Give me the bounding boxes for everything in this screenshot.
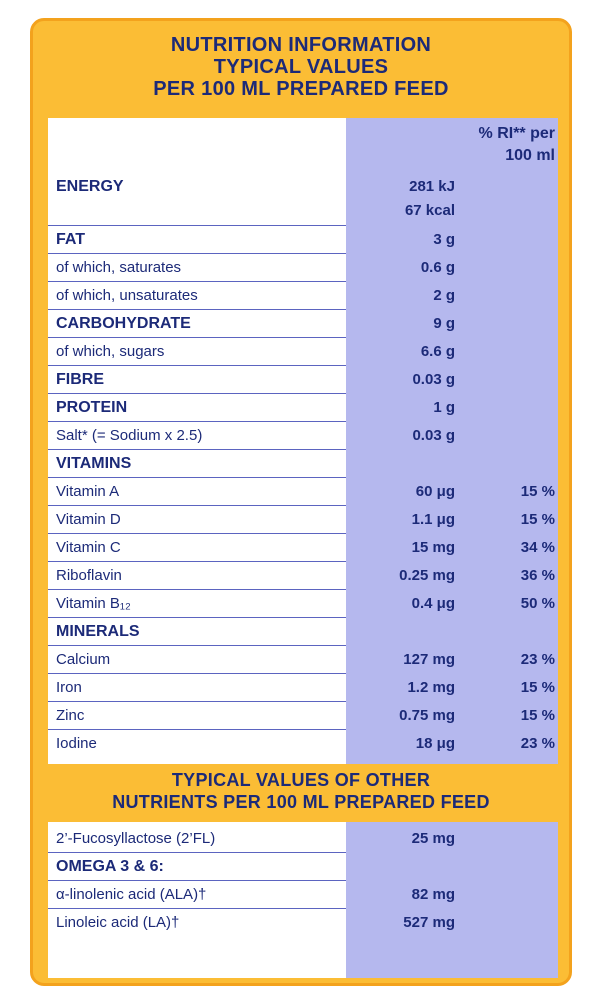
row-name: Vitamin D [56,511,121,528]
row-name: Calcium [56,651,111,668]
value-column [346,118,558,978]
row-divider [48,880,346,881]
row-amount: 1 g [433,399,455,416]
title-line: TYPICAL VALUES [213,56,389,78]
row-ri: 36 % [520,567,555,584]
row-amount: 0.6 g [420,259,455,276]
row-name: Vitamin B₁₂ [56,595,131,612]
row-amount: 9 g [433,315,455,332]
row-divider [48,365,346,366]
row-name: Linoleic acid (LA)† [56,914,180,931]
row-amount: 527 mg [403,914,455,931]
row-name: of which, sugars [56,343,165,360]
row-name: 2’-Fucosyllactose (2’FL) [56,830,216,847]
row-divider [48,253,346,254]
row-ri: 50 % [520,595,555,612]
row-ri: 23 % [520,651,555,668]
row-divider [48,393,346,394]
row-amount: 0.03 g [412,427,455,444]
row-divider [48,477,346,478]
row-name: α-linolenic acid (ALA)† [56,886,207,903]
row-name: of which, unsaturates [56,287,198,304]
row-amount: 1.1 μg [411,511,455,528]
row-divider [48,225,346,226]
row-divider [48,852,346,853]
row-name: PROTEIN [56,399,128,416]
name-column [48,118,346,978]
other-title-line: NUTRIENTS PER 100 ML PREPARED FEED [112,792,490,812]
row-divider [48,908,346,909]
other-title-line: TYPICAL VALUES OF OTHER [171,770,431,790]
row-name: VITAMINS [56,455,132,472]
row-ri: 34 % [520,539,555,556]
row-amount: 60 μg [415,483,455,500]
title-line: NUTRITION INFORMATION [170,34,432,56]
ri-header: % RI** per [478,125,555,142]
row-amount: 0.25 mg [399,567,455,584]
row-divider [48,589,346,590]
row-name: Iodine [56,735,97,752]
row-amount: 6.6 g [420,343,455,360]
row-amount: 2 g [433,287,455,304]
row-name: Vitamin A [56,483,120,500]
row-divider [48,337,346,338]
row-ri: 15 % [520,511,555,528]
row-name: FAT [56,231,86,248]
row-divider [48,617,346,618]
row-amount: 25 mg [411,830,455,847]
row-divider [48,533,346,534]
row-amount: 127 mg [403,651,455,668]
row-amount: 1.2 mg [407,679,455,696]
ri-header: 100 ml [505,147,555,164]
row-divider [48,561,346,562]
row-name: of which, saturates [56,259,182,276]
row-name: MINERALS [56,623,140,640]
row-amount: 15 mg [411,539,455,556]
row-amount: 82 mg [411,886,455,903]
row-divider [48,645,346,646]
row-name: Zinc [56,707,85,724]
row-divider [48,449,346,450]
row-ri: 15 % [520,483,555,500]
title-line: PER 100 ML PREPARED FEED [153,78,449,100]
row-amount: 0.75 mg [399,707,455,724]
row-name: Vitamin C [56,539,121,556]
row-name: Riboflavin [56,567,122,584]
row-name: ENERGY [56,178,124,195]
row-ri: 23 % [520,735,555,752]
row-amount: 0.03 g [412,371,455,388]
row-amount: 18 μg [415,735,455,752]
row-divider [48,729,346,730]
row-ri: 15 % [520,707,555,724]
other-header-band [33,764,569,822]
row-name: Salt* (= Sodium x 2.5) [56,427,203,444]
row-divider [48,701,346,702]
row-divider [48,673,346,674]
row-divider [48,309,346,310]
row-divider [48,421,346,422]
row-name: CARBOHYDRATE [56,315,191,332]
row-name: Iron [56,679,82,696]
row-divider [48,281,346,282]
row-ri: 15 % [520,679,555,696]
row-amount: 281 kJ [409,178,455,195]
row-amount: 3 g [433,231,455,248]
row-amount: 0.4 μg [411,595,455,612]
row-divider [48,505,346,506]
row-name: FIBRE [56,371,104,388]
row-amount: 67 kcal [404,202,455,219]
row-name: OMEGA 3 & 6: [56,858,164,875]
